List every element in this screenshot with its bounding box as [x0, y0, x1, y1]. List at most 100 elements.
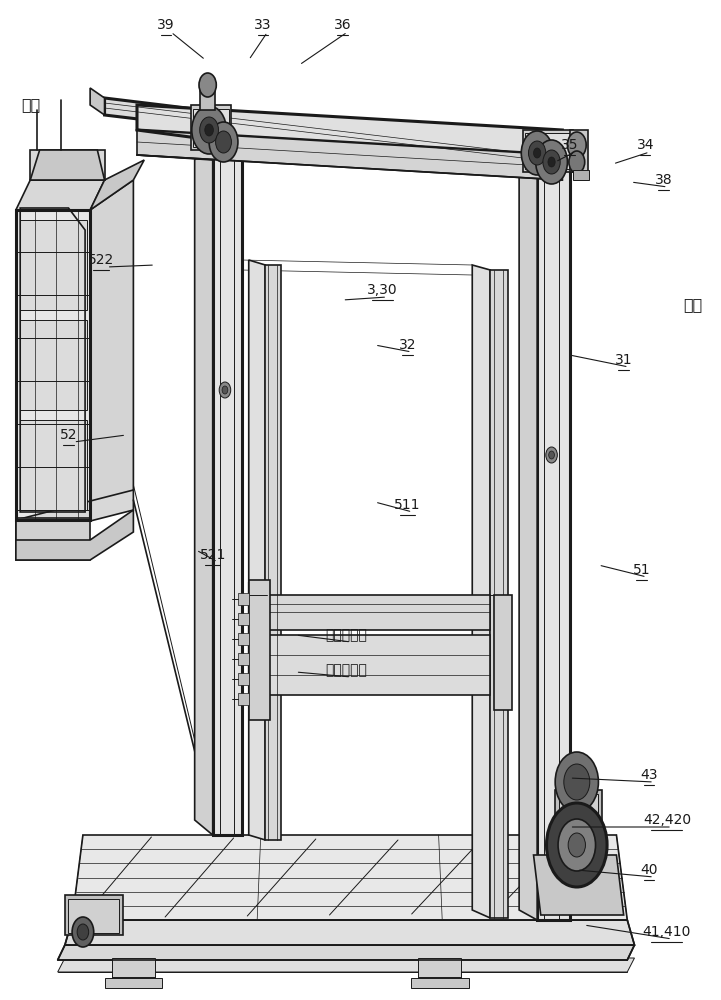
- Bar: [573, 170, 589, 180]
- Polygon shape: [519, 155, 537, 920]
- Text: 第二升降台: 第二升降台: [325, 628, 367, 642]
- Circle shape: [546, 447, 557, 463]
- Bar: [112, 977, 155, 985]
- Bar: [20, 420, 87, 510]
- Polygon shape: [105, 98, 548, 168]
- Polygon shape: [90, 160, 144, 210]
- Polygon shape: [490, 270, 508, 918]
- Bar: [200, 85, 215, 110]
- Circle shape: [205, 124, 213, 136]
- Polygon shape: [267, 595, 490, 630]
- Bar: [16, 210, 90, 520]
- Circle shape: [534, 148, 541, 158]
- Bar: [523, 130, 573, 172]
- Circle shape: [222, 386, 228, 394]
- Bar: [249, 580, 270, 720]
- Circle shape: [568, 833, 585, 857]
- Circle shape: [569, 151, 585, 173]
- Circle shape: [548, 157, 555, 167]
- Text: 39: 39: [157, 18, 174, 32]
- Bar: [16, 518, 90, 560]
- Circle shape: [564, 764, 590, 800]
- Bar: [418, 958, 461, 980]
- Circle shape: [216, 131, 231, 153]
- Polygon shape: [249, 622, 267, 695]
- Text: 41,410: 41,410: [642, 925, 691, 939]
- Text: 51: 51: [633, 563, 650, 577]
- Polygon shape: [90, 180, 133, 520]
- Polygon shape: [16, 490, 133, 540]
- Bar: [418, 977, 461, 985]
- Text: 右側: 右側: [684, 298, 703, 312]
- Bar: [112, 958, 155, 980]
- Text: 35: 35: [561, 138, 578, 152]
- Text: 38: 38: [655, 173, 672, 187]
- Text: 左側: 左側: [22, 98, 41, 112]
- Circle shape: [547, 803, 607, 887]
- Bar: [68, 899, 119, 933]
- Polygon shape: [249, 582, 267, 630]
- Text: 33: 33: [255, 18, 272, 32]
- Polygon shape: [537, 155, 570, 920]
- Circle shape: [521, 131, 553, 175]
- Circle shape: [549, 451, 554, 459]
- Text: 34: 34: [637, 138, 654, 152]
- Bar: [555, 790, 602, 855]
- Bar: [20, 320, 87, 410]
- Polygon shape: [16, 180, 105, 210]
- Circle shape: [543, 150, 560, 174]
- Circle shape: [199, 73, 216, 97]
- Polygon shape: [16, 510, 133, 560]
- Polygon shape: [30, 150, 105, 180]
- Polygon shape: [58, 945, 634, 960]
- Bar: [193, 109, 229, 147]
- Bar: [105, 978, 162, 988]
- Text: 31: 31: [615, 353, 632, 367]
- Polygon shape: [472, 265, 490, 918]
- Text: 43: 43: [640, 768, 658, 782]
- Text: 第一升降台: 第一升降台: [325, 663, 367, 677]
- Polygon shape: [265, 265, 281, 840]
- Text: 52: 52: [60, 428, 77, 442]
- Polygon shape: [137, 105, 562, 155]
- Bar: [525, 133, 571, 169]
- Circle shape: [528, 141, 546, 165]
- Bar: [30, 150, 105, 180]
- Text: 40: 40: [640, 863, 658, 877]
- Polygon shape: [534, 855, 624, 915]
- Bar: [238, 673, 249, 685]
- Circle shape: [219, 382, 231, 398]
- Text: 36: 36: [334, 18, 351, 32]
- Text: 3,30: 3,30: [367, 283, 397, 297]
- Text: 511: 511: [394, 498, 420, 512]
- Polygon shape: [72, 835, 627, 920]
- Polygon shape: [249, 260, 265, 840]
- Circle shape: [77, 924, 89, 940]
- Polygon shape: [16, 210, 90, 520]
- Circle shape: [567, 132, 586, 158]
- Text: 522: 522: [88, 253, 114, 267]
- Circle shape: [555, 752, 598, 812]
- Circle shape: [558, 819, 596, 871]
- Bar: [20, 220, 87, 310]
- Bar: [238, 693, 249, 705]
- Bar: [191, 105, 231, 150]
- Circle shape: [209, 122, 238, 162]
- Polygon shape: [195, 140, 213, 835]
- Bar: [570, 130, 588, 172]
- Polygon shape: [58, 958, 634, 972]
- Circle shape: [72, 917, 94, 947]
- Circle shape: [536, 140, 567, 184]
- Bar: [494, 595, 512, 710]
- Bar: [65, 895, 123, 935]
- Text: 521: 521: [200, 548, 226, 562]
- Circle shape: [200, 117, 218, 143]
- Polygon shape: [90, 88, 105, 115]
- Bar: [411, 978, 469, 988]
- Bar: [238, 633, 249, 645]
- Text: 42,420: 42,420: [643, 813, 691, 827]
- Circle shape: [192, 106, 226, 154]
- Polygon shape: [137, 130, 562, 180]
- Bar: [238, 653, 249, 665]
- Bar: [559, 794, 598, 852]
